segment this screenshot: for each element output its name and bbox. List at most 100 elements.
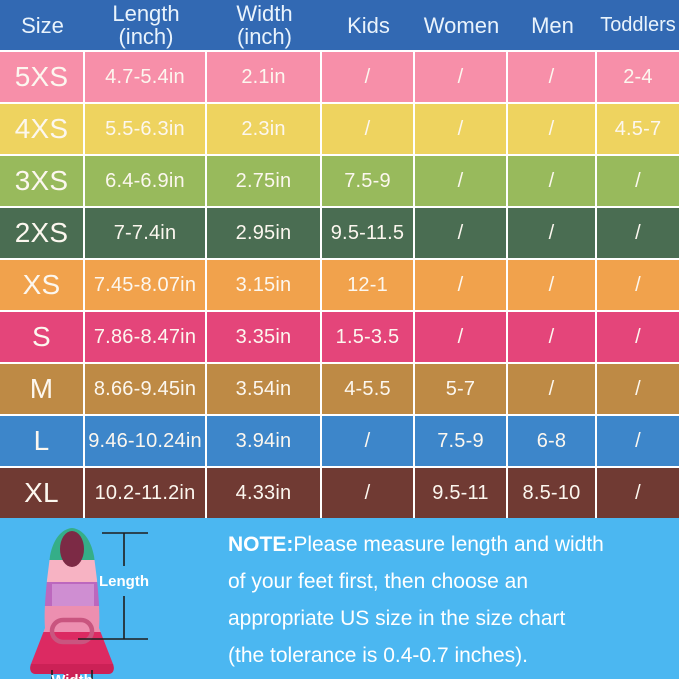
length-cell: 9.46-10.24in (85, 416, 207, 466)
table-row-xs: XS 7.45-8.07in 3.15in 12-1 / / / (0, 258, 679, 310)
table-row-s: S 7.86-8.47in 3.35in 1.5-3.5 / / / (0, 310, 679, 362)
table-row-l: L 9.46-10.24in 3.94in / 7.5-9 6-8 / (0, 414, 679, 466)
length-dimension-lines (78, 532, 148, 640)
men-cell: 8.5-10 (508, 468, 597, 518)
toddlers-cell: / (635, 429, 641, 452)
kids-cell: 12-1 (322, 260, 415, 310)
size-cell: L (0, 416, 85, 466)
men-cell: / (508, 260, 597, 310)
kids-cell: 7.5-9 (322, 156, 415, 206)
length-label: Length (99, 573, 149, 590)
length-cell: 4.7-5.4in (85, 52, 207, 102)
col-header-sublabel: (inch) (118, 24, 174, 49)
kids-cell: / (322, 468, 415, 518)
women-cell: 9.5-11 (415, 468, 508, 518)
note-section: Length Width NOTE:Please measure length … (0, 518, 679, 679)
table-row-m: M 8.66-9.45in 3.54in 4-5.5 5-7 / / (0, 362, 679, 414)
table-row-4xs: 4XS 5.5-6.3in 2.3in / / / 4.5-7 (0, 102, 679, 154)
size-cell: 5XS (0, 52, 85, 102)
width-cell: 3.35in (207, 312, 322, 362)
note-text: NOTE:Please measure length and width of … (228, 518, 604, 674)
length-cell: 7.86-8.47in (85, 312, 207, 362)
fin-measurement-diagram: Length Width (30, 528, 149, 679)
col-header-label: Size (21, 12, 64, 38)
width-cell: 2.75in (207, 156, 322, 206)
women-cell: 7.5-9 (415, 416, 508, 466)
table-header-row: Size Length (inch) Width (inch) Kids Women… (0, 0, 679, 50)
length-cell: 6.4-6.9in (85, 156, 207, 206)
men-cell: / (508, 52, 597, 102)
length-cell: 7.45-8.07in (85, 260, 207, 310)
note-prefix: NOTE: (228, 533, 294, 556)
col-header-toddlers: Toddlers (597, 0, 679, 50)
men-cell: / (508, 312, 597, 362)
men-cell: / (508, 208, 597, 258)
men-cell: 6-8 (508, 416, 597, 466)
table-row-xl: XL 10.2-11.2in 4.33in / 9.5-11 8.5-10 / (0, 466, 679, 518)
col-header-label: Toddlers (600, 13, 676, 36)
note-line: of your feet first, then choose an (228, 570, 529, 593)
toddlers-cell: / (635, 325, 641, 348)
toddlers-cell: / (635, 377, 641, 400)
toddlers-cell: / (635, 221, 641, 244)
col-header-label: Men (531, 12, 574, 38)
kids-cell: 4-5.5 (322, 364, 415, 414)
size-cell: XL (0, 468, 85, 518)
width-label: Width (51, 672, 93, 679)
women-cell: / (415, 260, 508, 310)
fin-foot-opening (49, 617, 95, 645)
col-header-women: Women (415, 0, 508, 50)
toddlers-cell: / (635, 273, 641, 296)
col-header-men: Men (508, 0, 597, 50)
length-cell: 5.5-6.3in (85, 104, 207, 154)
women-cell: 5-7 (415, 364, 508, 414)
note-line: (the tolerance is 0.4-0.7 inches). (228, 644, 528, 667)
width-cell: 4.33in (207, 468, 322, 518)
width-cell: 3.94in (207, 416, 322, 466)
length-cell: 7-7.4in (85, 208, 207, 258)
fin-illustration: Length Width (0, 518, 220, 679)
col-header-width: Width (inch) (207, 0, 322, 50)
fin-band-lightpink (30, 560, 114, 582)
note-line: appropriate US size in the size chart (228, 607, 566, 630)
width-cell: 3.54in (207, 364, 322, 414)
col-header-label: Women (423, 12, 500, 38)
size-cell: 3XS (0, 156, 85, 206)
kids-cell: / (322, 416, 415, 466)
women-cell: / (415, 156, 508, 206)
width-dimension-lines (51, 670, 93, 679)
col-header-label: Length (112, 1, 180, 26)
size-cell: M (0, 364, 85, 414)
size-cell: S (0, 312, 85, 362)
toddlers-cell: 2-4 (623, 65, 653, 88)
table-row-5xs: 5XS 4.7-5.4in 2.1in / / / 2-4 (0, 50, 679, 102)
kids-cell: 1.5-3.5 (322, 312, 415, 362)
toddlers-cell: 4.5-7 (614, 117, 662, 140)
col-header-length: Length (inch) (85, 0, 207, 50)
men-cell: / (508, 156, 597, 206)
note-line-text: Please measure length and width (293, 533, 604, 556)
length-cell: 8.66-9.45in (85, 364, 207, 414)
men-cell: / (508, 364, 597, 414)
toddlers-cell: / (635, 169, 641, 192)
col-header-kids: Kids (322, 0, 415, 50)
men-cell: / (508, 104, 597, 154)
size-cell: XS (0, 260, 85, 310)
col-header-label: Width (236, 1, 293, 26)
kids-cell: 9.5-11.5 (322, 208, 415, 258)
col-header-label: Kids (347, 12, 390, 38)
kids-cell: / (322, 104, 415, 154)
note-line: NOTE:Please measure length and width (228, 526, 604, 563)
women-cell: / (415, 104, 508, 154)
kids-cell: / (322, 52, 415, 102)
size-cell: 4XS (0, 104, 85, 154)
width-cell: 3.15in (207, 260, 322, 310)
width-cell: 2.1in (207, 52, 322, 102)
table-row-2xs: 2XS 7-7.4in 2.95in 9.5-11.5 / / / (0, 206, 679, 258)
width-cell: 2.95in (207, 208, 322, 258)
size-cell: 2XS (0, 208, 85, 258)
fin-toe-opening (60, 531, 84, 567)
women-cell: / (415, 52, 508, 102)
col-header-size: Size (0, 0, 85, 50)
